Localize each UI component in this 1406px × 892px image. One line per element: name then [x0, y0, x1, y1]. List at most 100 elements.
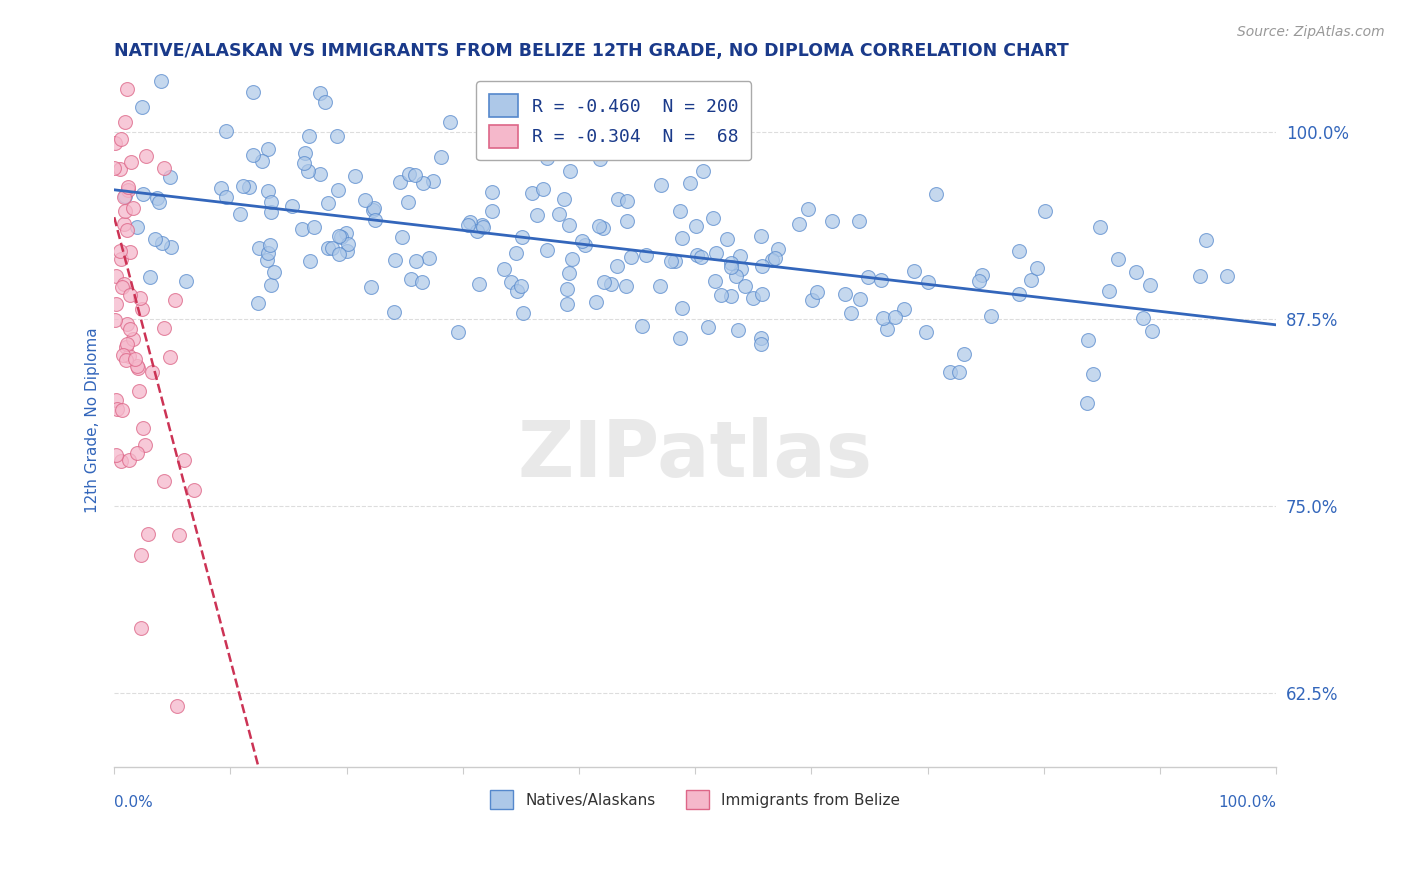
Point: [257, 142, 280, 156]
Point: [297, 163, 319, 178]
Point: [1088, 219, 1111, 234]
Point: [749, 229, 772, 244]
Point: [849, 293, 872, 307]
Text: 0.0%: 0.0%: [114, 795, 153, 810]
Point: [751, 259, 773, 273]
Point: [972, 268, 994, 282]
Point: [141, 365, 163, 379]
Point: [669, 203, 692, 218]
Point: [335, 226, 357, 240]
Point: [132, 421, 155, 435]
Text: ZIPatlas: ZIPatlas: [517, 417, 873, 492]
Point: [1132, 310, 1154, 325]
Point: [710, 287, 733, 301]
Point: [120, 154, 142, 169]
Point: [399, 272, 422, 286]
Point: [361, 202, 384, 217]
Point: [105, 448, 128, 462]
Point: [411, 275, 433, 289]
Point: [555, 282, 578, 296]
Point: [716, 232, 738, 246]
Point: [505, 245, 527, 260]
Point: [183, 483, 205, 497]
Point: [129, 548, 152, 562]
Point: [876, 321, 898, 335]
Point: [118, 349, 141, 363]
Text: Source: ZipAtlas.com: Source: ZipAtlas.com: [1237, 25, 1385, 39]
Point: [114, 203, 136, 218]
Point: [522, 186, 544, 200]
Point: [465, 224, 488, 238]
Point: [159, 240, 181, 254]
Text: NATIVE/ALASKAN VS IMMIGRANTS FROM BELIZE 12TH GRADE, NO DIPLOMA CORRELATION CHAR: NATIVE/ALASKAN VS IMMIGRANTS FROM BELIZE…: [114, 42, 1069, 60]
Point: [659, 253, 682, 268]
Point: [703, 274, 725, 288]
Point: [112, 42, 135, 56]
Point: [125, 446, 148, 460]
Point: [326, 128, 349, 143]
Point: [430, 150, 453, 164]
Point: [685, 219, 707, 233]
Point: [588, 219, 610, 234]
Point: [308, 86, 330, 100]
Point: [159, 169, 181, 184]
Point: [614, 279, 637, 293]
Point: [702, 211, 724, 225]
Point: [294, 146, 316, 161]
Point: [418, 251, 440, 265]
Point: [720, 289, 742, 303]
Point: [215, 190, 238, 204]
Point: [585, 295, 607, 310]
Point: [118, 288, 141, 302]
Point: [139, 270, 162, 285]
Point: [166, 698, 188, 713]
Point: [1076, 396, 1098, 410]
Point: [870, 273, 893, 287]
Point: [671, 301, 693, 315]
Point: [606, 259, 628, 273]
Point: [256, 245, 278, 260]
Point: [112, 190, 135, 204]
Point: [299, 254, 322, 268]
Point: [131, 100, 153, 114]
Point: [727, 323, 749, 337]
Point: [229, 207, 252, 221]
Point: [953, 347, 976, 361]
Point: [1008, 244, 1031, 258]
Point: [412, 177, 434, 191]
Point: [686, 248, 709, 262]
Point: [302, 219, 325, 234]
Point: [616, 213, 638, 227]
Point: [132, 187, 155, 202]
Point: [107, 37, 129, 52]
Point: [250, 154, 273, 169]
Point: [1216, 269, 1239, 284]
Point: [118, 244, 141, 259]
Point: [749, 331, 772, 345]
Point: [135, 149, 157, 163]
Point: [471, 220, 494, 235]
Point: [108, 244, 131, 259]
Point: [704, 246, 727, 260]
Point: [1007, 286, 1029, 301]
Point: [117, 82, 139, 96]
Point: [108, 28, 131, 42]
Point: [174, 274, 197, 288]
Point: [506, 284, 529, 298]
Point: [607, 193, 630, 207]
Point: [650, 178, 672, 192]
Point: [112, 348, 135, 362]
Point: [948, 365, 970, 379]
Point: [967, 274, 990, 288]
Point: [111, 402, 134, 417]
Point: [169, 528, 191, 542]
Point: [298, 129, 321, 144]
Point: [510, 278, 533, 293]
Point: [510, 230, 533, 244]
Point: [111, 279, 134, 293]
Point: [127, 219, 149, 234]
Point: [553, 192, 575, 206]
Point: [103, 161, 125, 175]
Point: [104, 297, 127, 311]
Point: [1195, 233, 1218, 247]
